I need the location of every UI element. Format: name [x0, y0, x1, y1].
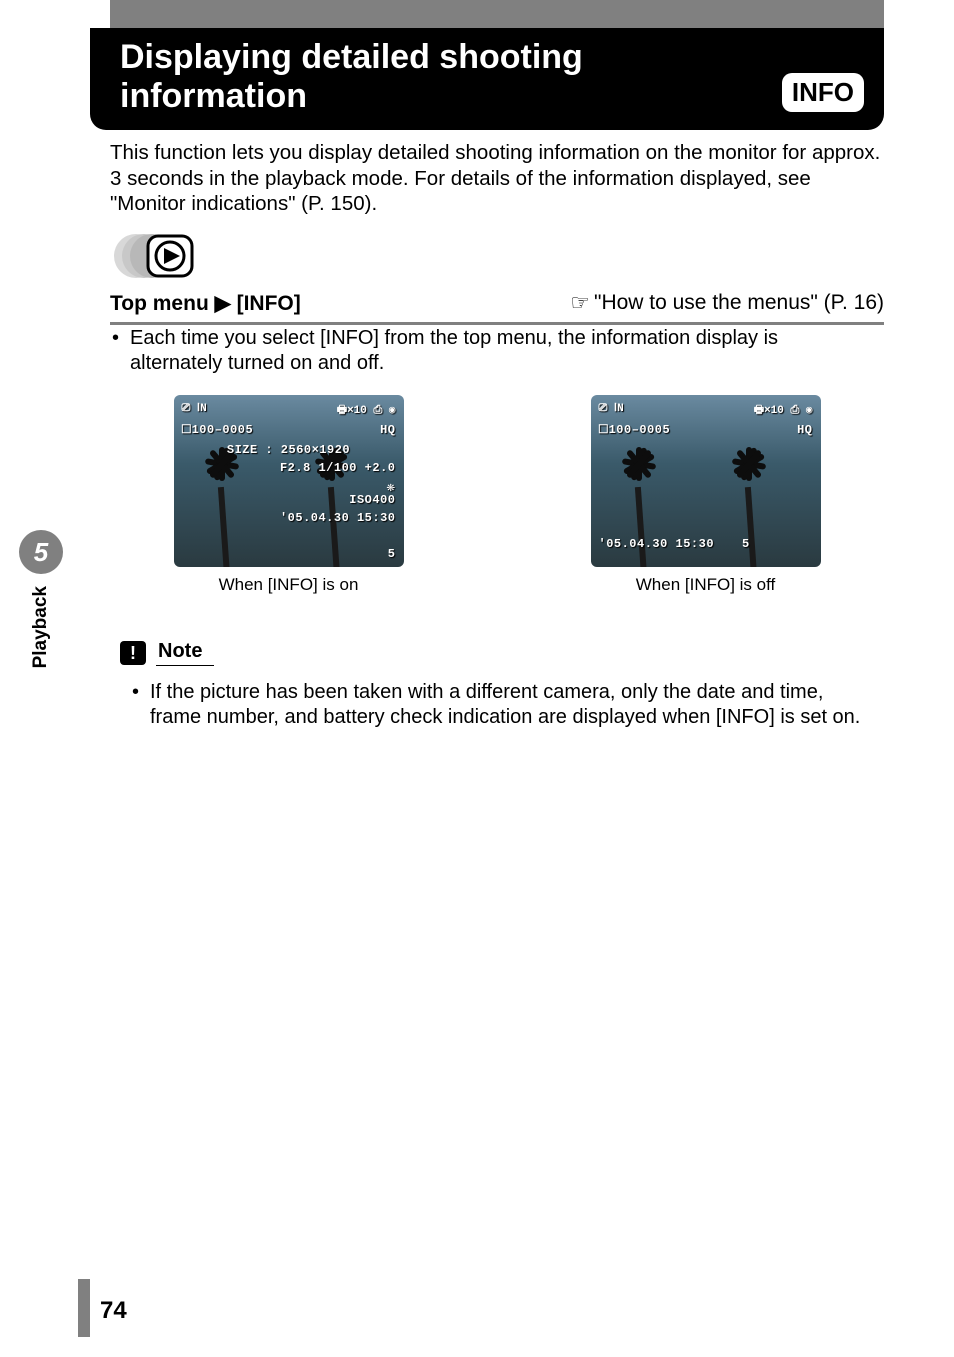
osd-left: ⎚ ⅠN	[182, 401, 207, 420]
page-number: 74	[100, 1297, 127, 1325]
note-heading-row: ! Note	[120, 640, 214, 666]
osd-size: SIZE : 2560×1920	[227, 443, 350, 457]
note-text: If the picture has been taken with a dif…	[150, 681, 860, 728]
osd-datetime: '05.04.30 15:30	[280, 511, 396, 525]
instruction-bullet: • Each time you select [INFO] from the t…	[130, 326, 844, 376]
osd-row: 5	[182, 547, 396, 561]
osd-row: ⎚ ⅠN 🖶×10 ⎙ ◉	[599, 401, 813, 420]
osd-row: '05.04.30 15:30 5	[599, 537, 813, 551]
camera-screen-off: ⎚ ⅠN 🖶×10 ⎙ ◉ 🞎100–0005 HQ '05.04.30 15:…	[591, 395, 821, 567]
figure-caption: When [INFO] is on	[219, 575, 359, 595]
figure-info-off: ⎚ ⅠN 🖶×10 ⎙ ◉ 🞎100–0005 HQ '05.04.30 15:…	[591, 395, 821, 595]
page-number-bar	[78, 1279, 90, 1337]
intro-paragraph: This function lets you display detailed …	[110, 140, 884, 217]
side-tab: 5 Playback	[18, 530, 64, 680]
figure-row: ⎚ ⅠN 🖶×10 ⎙ ◉ 🞎100–0005 HQ SIZE : 2560×1…	[110, 395, 884, 595]
note-body: • If the picture has been taken with a d…	[150, 680, 864, 730]
instruction-text: Each time you select [INFO] from the top…	[130, 327, 778, 374]
osd-quality: HQ	[797, 423, 812, 437]
chapter-number-circle: 5	[19, 530, 63, 574]
osd-row: F2.8 1/100 +2.0	[182, 461, 396, 475]
top-gray-bar	[110, 0, 884, 28]
camera-screen-on: ⎚ ⅠN 🖶×10 ⎙ ◉ 🞎100–0005 HQ SIZE : 2560×1…	[174, 395, 404, 567]
figure-caption: When [INFO] is off	[636, 575, 776, 595]
osd-right: 🖶×10 ⎙ ◉	[337, 401, 396, 420]
pointing-hand-icon: ☞	[570, 290, 590, 316]
section-title-block: Displaying detailed shooting information…	[90, 28, 884, 130]
title-line-1: Displaying detailed shooting	[120, 38, 583, 76]
osd-iso: ISO400	[349, 493, 395, 507]
osd-row: ⎚ ⅠN 🖶×10 ⎙ ◉	[182, 401, 396, 420]
menu-path-row: Top menu ▶ [INFO] ☞ "How to use the menu…	[110, 290, 884, 325]
osd-right: 🖶×10 ⎙ ◉	[754, 401, 813, 420]
osd-frame-number: 5	[742, 537, 750, 551]
menu-path: Top menu ▶ [INFO]	[110, 291, 301, 316]
section-title: Displaying detailed shooting information	[120, 38, 583, 116]
menu-reference: ☞ "How to use the menus" (P. 16)	[570, 290, 884, 316]
osd-row: 🞎100–0005 HQ	[182, 423, 396, 437]
note-label: Note	[156, 640, 214, 666]
title-line-2: information	[120, 77, 307, 115]
menu-ref-text: "How to use the menus" (P. 16)	[594, 291, 884, 315]
osd-datetime: '05.04.30 15:30	[599, 537, 715, 551]
osd-row: '05.04.30 15:30	[182, 511, 396, 525]
osd-left: ⎚ ⅠN	[599, 401, 624, 420]
note-exclamation-icon: !	[120, 641, 146, 665]
osd-row: SIZE : 2560×1920	[182, 443, 396, 457]
osd-quality: HQ	[380, 423, 395, 437]
bullet-dot-icon: •	[112, 326, 119, 351]
osd-file-number: 🞎100–0005	[599, 423, 671, 437]
osd-frame-number: 5	[388, 547, 396, 561]
playback-mode-icon	[110, 230, 200, 282]
osd-row: ISO400	[182, 493, 396, 507]
chapter-label: Playback	[30, 586, 52, 668]
osd-exposure: F2.8 1/100 +2.0	[280, 461, 396, 475]
bullet-dot-icon: •	[132, 680, 139, 705]
info-badge: INFO	[782, 73, 864, 112]
figure-info-on: ⎚ ⅠN 🖶×10 ⎙ ◉ 🞎100–0005 HQ SIZE : 2560×1…	[174, 395, 404, 595]
manual-page: Displaying detailed shooting information…	[0, 0, 954, 1357]
osd-file-number: 🞎100–0005	[182, 423, 254, 437]
osd-row: 🞎100–0005 HQ	[599, 423, 813, 437]
